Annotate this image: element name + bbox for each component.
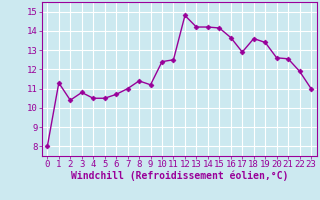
- X-axis label: Windchill (Refroidissement éolien,°C): Windchill (Refroidissement éolien,°C): [70, 171, 288, 181]
